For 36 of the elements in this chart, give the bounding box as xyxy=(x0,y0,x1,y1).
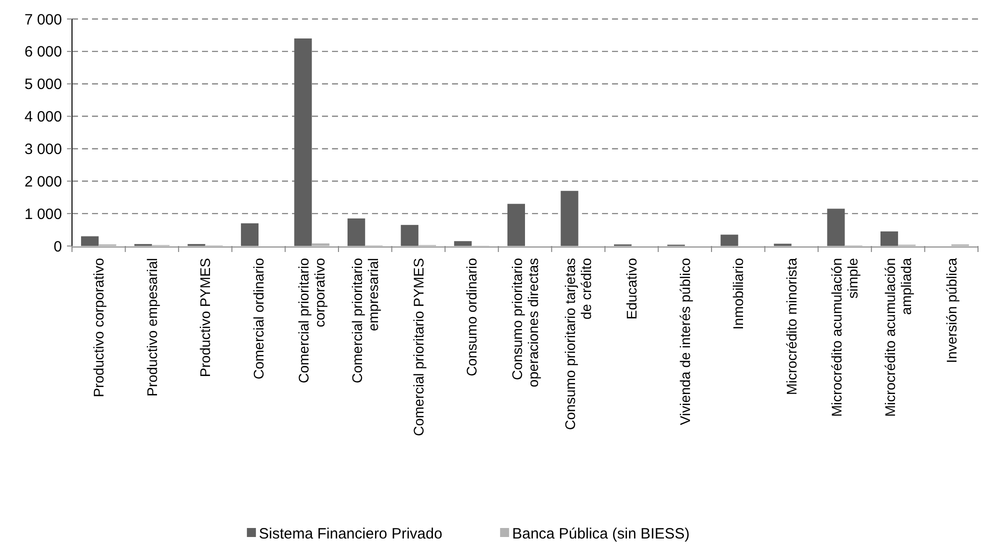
bar xyxy=(294,38,312,246)
x-tick-label: Inversión pública xyxy=(943,258,960,364)
y-tick-label: 5 000 xyxy=(24,76,62,94)
bar xyxy=(827,208,845,246)
x-tick-label: Microcrédito acumulación simple xyxy=(828,258,861,417)
x-tick-label: Educativo xyxy=(623,258,640,320)
x-tick-label: Comercial prioritario PYMES xyxy=(410,258,426,436)
bar xyxy=(880,231,898,246)
x-tick-label: Inmobiliario xyxy=(730,258,746,330)
x-tick-label: Microcrédito minorista xyxy=(783,258,800,395)
x-tick-label: Consumo prioritario operaciones directas xyxy=(508,258,541,388)
bar xyxy=(507,204,525,246)
bar xyxy=(560,190,578,246)
legend-label: Banca Pública (sin BIESS) xyxy=(512,525,690,542)
x-tick-label: Comercial prioritario corporativo xyxy=(296,258,328,384)
legend-label: Sistema Financiero Privado xyxy=(258,525,442,542)
bar xyxy=(720,234,738,246)
x-tick-label: Productivo empesarial xyxy=(144,258,160,397)
bar xyxy=(400,224,418,246)
x-tick-label: Productivo corporativo xyxy=(90,258,107,398)
x-tick-label: Consumo ordinario xyxy=(464,258,480,376)
y-tick-label: 0 xyxy=(54,238,62,256)
bar xyxy=(348,218,366,246)
x-tick-label: Vivienda de interés público xyxy=(676,258,693,426)
bar xyxy=(454,241,472,246)
x-tick-label: Productivo PYMES xyxy=(197,258,214,378)
y-tick-label: 6 000 xyxy=(24,44,62,61)
y-tick-label: 7 000 xyxy=(24,11,62,28)
y-tick-label: 3 000 xyxy=(24,140,62,158)
y-tick-label: 4 000 xyxy=(24,108,62,126)
y-tick-label: 1 000 xyxy=(24,206,62,223)
y-tick-label: 2 000 xyxy=(24,173,62,190)
bar xyxy=(81,236,99,246)
bar xyxy=(312,243,330,246)
x-tick-label: Comercial ordinario xyxy=(250,258,266,380)
bar xyxy=(240,223,259,246)
